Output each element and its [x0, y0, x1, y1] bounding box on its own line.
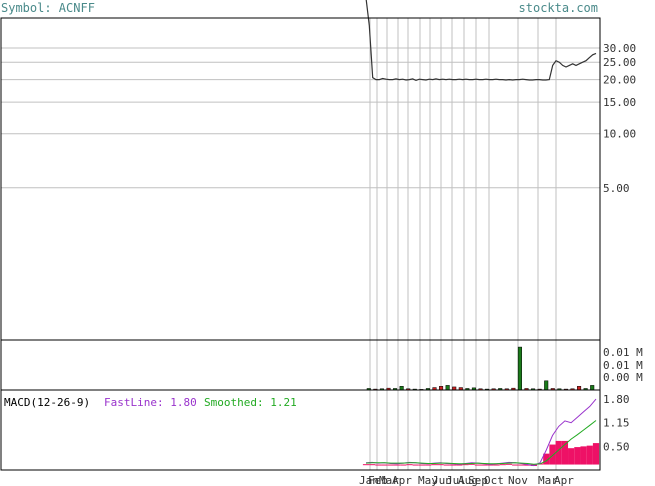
macd-histogram-bar — [518, 464, 525, 466]
price-tick-label: 30.00 — [603, 42, 636, 55]
volume-bar — [439, 386, 444, 391]
macd-histogram-bar — [381, 464, 388, 466]
macd-histogram-bar — [400, 464, 407, 466]
macd-histogram-bar — [387, 464, 394, 466]
price-tick-label: 25.00 — [603, 56, 636, 69]
volume-tick-label: 0.00 M — [603, 371, 643, 384]
macd-histogram-bar — [574, 447, 581, 465]
month-tick-label: Oct — [484, 474, 504, 486]
macd-panel-frame — [0, 389, 601, 471]
macd-histogram-bar — [393, 464, 401, 466]
macd-histogram-bar — [592, 443, 600, 465]
volume-bar — [445, 385, 450, 391]
macd-tick-label: 1.15 — [603, 417, 630, 430]
macd-smoothed-label: Smoothed: 1.21 — [204, 396, 297, 409]
month-tick-label: Sep — [468, 474, 488, 486]
month-tick-label: Jan — [359, 474, 379, 486]
month-tick-label: Feb — [368, 474, 388, 486]
macd-histogram-bar — [425, 464, 432, 466]
macd-histogram-bar — [406, 464, 413, 466]
macd-histogram-bar — [481, 464, 488, 466]
macd-histogram-bar — [524, 464, 531, 466]
macd-histogram-bar — [586, 445, 593, 465]
month-tick-label: Aug — [458, 474, 478, 486]
price-panel-frame — [0, 17, 601, 341]
macd-tick-label: 0.50 — [603, 440, 630, 453]
price-tick-label: 5.00 — [603, 182, 630, 195]
symbol-label: Symbol: ACNFF — [1, 1, 95, 15]
month-tick-label: Mar — [538, 474, 558, 486]
price-tick-label: 15.00 — [603, 96, 636, 109]
volume-bar — [399, 386, 404, 391]
volume-bar — [577, 386, 582, 391]
month-tick-label: Apr — [554, 474, 574, 486]
volume-bar — [544, 380, 549, 391]
macd-histogram-bar — [499, 464, 506, 466]
month-tick-label: Mar — [379, 474, 399, 486]
volume-bar — [590, 385, 595, 391]
price-tick-label: 10.00 — [603, 128, 636, 141]
macd-histogram-bar — [561, 440, 569, 465]
macd-title: MACD(12-26-9) — [4, 396, 90, 409]
month-tick-label: Nov — [508, 474, 528, 486]
month-tick-label: Apr — [392, 474, 412, 486]
month-tick-label: Jun — [432, 474, 452, 486]
site-label: stockta.com — [519, 1, 598, 15]
volume-tick-label: 0.01 M — [603, 359, 643, 372]
macd-histogram-bar — [462, 464, 469, 466]
macd-histogram-bar — [437, 464, 444, 466]
price-line — [365, 0, 597, 82]
macd-histogram-bar — [468, 463, 475, 465]
macd-histogram-bar — [418, 464, 426, 466]
macd-histogram-bar — [474, 464, 481, 466]
macd-histogram-bar — [580, 446, 587, 465]
macd-histogram-bar — [549, 444, 556, 465]
macd-histogram-bar — [375, 464, 382, 466]
macd-histogram-bar — [505, 463, 513, 465]
macd-histogram-bar — [456, 464, 463, 466]
macd-histogram-bar — [443, 464, 450, 466]
macd-fast-label: FastLine: 1.80 — [104, 396, 197, 409]
volume-panel-frame — [0, 339, 601, 391]
macd-tick-label: 1.80 — [603, 393, 630, 406]
macd-histogram-bar — [543, 453, 550, 465]
volume-bar — [517, 346, 522, 391]
month-tick-label: Jul — [446, 474, 466, 486]
price-tick-label: 20.00 — [603, 74, 636, 87]
macd-histogram-bar — [487, 464, 494, 466]
macd-histogram-bar — [493, 464, 500, 466]
macd-histogram-bar — [412, 464, 419, 466]
macd-histogram-bar — [512, 464, 519, 466]
macd-histogram-bar — [555, 440, 562, 465]
macd-histogram-bar — [449, 464, 457, 466]
macd-histogram-bar — [568, 448, 575, 465]
month-tick-label: May — [418, 474, 438, 486]
macd-histogram-bar — [369, 464, 376, 466]
macd-histogram-bar — [431, 464, 438, 466]
macd-histogram-bar — [362, 464, 370, 466]
volume-tick-label: 0.01 M — [603, 346, 643, 359]
macd-smoothed-line — [365, 420, 597, 465]
